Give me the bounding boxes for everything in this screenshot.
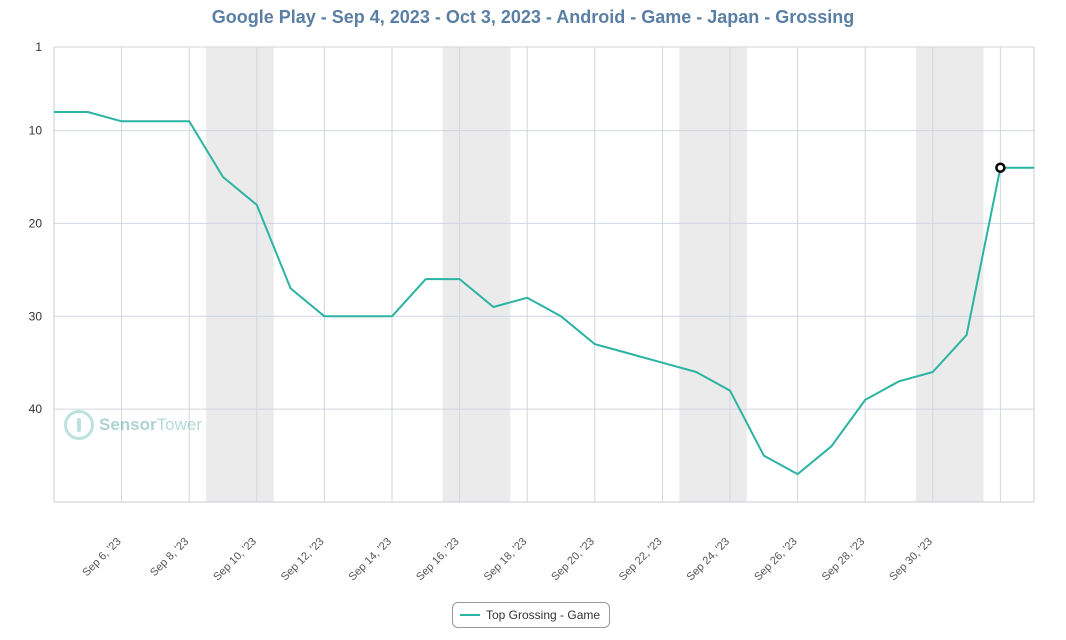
series-line-0 <box>54 111 1035 476</box>
x-tick-label-3: Sep 12, '23 <box>279 536 327 584</box>
x-tick-label-9: Sep 24, '23 <box>685 536 733 584</box>
weekend-bands <box>206 47 984 502</box>
x-tick-label-6: Sep 18, '23 <box>482 536 530 584</box>
x-tick-label-4: Sep 14, '23 <box>347 536 395 584</box>
highlight-markers <box>995 162 1006 173</box>
y-tick-label-40: 40 <box>29 402 43 416</box>
legend-label: Top Grossing - Game <box>486 608 601 622</box>
x-tick-label-8: Sep 22, '23 <box>617 536 665 584</box>
weekend-band-0 <box>206 47 274 502</box>
watermark-text: SensorTower <box>99 415 202 435</box>
sensortower-watermark: SensorTower <box>64 410 202 440</box>
x-tick-label-2: Sep 10, '23 <box>211 536 259 584</box>
x-tick-label-12: Sep 30, '23 <box>887 536 935 584</box>
legend-swatch <box>460 614 480 616</box>
weekend-band-2 <box>679 47 747 502</box>
watermark-brand-b: Tower <box>156 415 202 434</box>
y-tick-label-20: 20 <box>29 216 43 230</box>
legend[interactable]: Top Grossing - Game <box>452 602 610 628</box>
sensortower-logo-icon <box>64 410 94 440</box>
x-tick-label-7: Sep 20, '23 <box>549 536 597 584</box>
grid-lines <box>54 46 1034 502</box>
axes <box>53 47 1035 503</box>
x-tick-label-11: Sep 28, '23 <box>820 536 868 584</box>
y-tick-labels: 1 10 20 30 40 <box>29 40 43 416</box>
highlight-point-0[interactable] <box>995 162 1006 173</box>
x-tick-label-0: Sep 6, '23 <box>80 536 123 579</box>
x-tick-label-1: Sep 8, '23 <box>148 536 191 579</box>
series-lines <box>54 111 1035 476</box>
weekend-band-1 <box>442 47 511 502</box>
watermark-brand-a: Sensor <box>99 415 157 434</box>
y-tick-label-10: 10 <box>29 124 43 138</box>
x-tick-label-10: Sep 26, '23 <box>752 536 800 584</box>
weekend-band-3 <box>915 47 984 502</box>
x-tick-labels: Sep 6, '23 Sep 8, '23 Sep 10, '23 Sep 12, '… <box>80 536 934 584</box>
x-tick-label-5: Sep 16, '23 <box>414 536 462 584</box>
y-tick-label-1: 1 <box>35 40 42 54</box>
chart-title: Google Play - Sep 4, 2023 - Oct 3, 2023 … <box>211 7 855 27</box>
y-tick-label-30: 30 <box>29 309 43 323</box>
